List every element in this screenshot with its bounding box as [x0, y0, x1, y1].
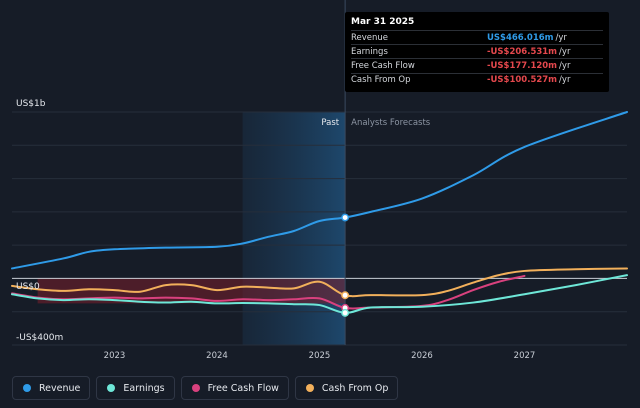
- tooltip-row-free-cash-flow: Free Cash Flow -US$177.120m /yr: [351, 58, 603, 72]
- legend-label: Earnings: [123, 382, 165, 394]
- tooltip-row-earnings: Earnings -US$206.531m /yr: [351, 44, 603, 58]
- legend: Revenue Earnings Free Cash Flow Cash Fro…: [12, 376, 399, 400]
- legend-label: Cash From Op: [321, 382, 389, 394]
- x-tick-label: 2027: [514, 351, 536, 361]
- tooltip: Mar 31 2025 Revenue US$466.016m /yr Earn…: [345, 12, 609, 92]
- past-highlight-region: [242, 112, 346, 345]
- y-axis-zero-label: US$0: [16, 282, 40, 292]
- revenue-dot-icon: [23, 384, 31, 392]
- legend-item-revenue[interactable]: Revenue: [12, 376, 91, 400]
- x-tick-label: 2023: [104, 351, 126, 361]
- tooltip-value: US$466.016m: [487, 32, 554, 43]
- x-tick-label: 2025: [309, 351, 331, 361]
- legend-label: Free Cash Flow: [207, 382, 279, 394]
- tooltip-value: -US$206.531m: [487, 46, 558, 57]
- marker-earnings: [341, 308, 350, 317]
- legend-item-earnings[interactable]: Earnings: [96, 376, 175, 400]
- legend-item-free-cash-flow[interactable]: Free Cash Flow: [180, 376, 289, 400]
- earnings-dot-icon: [107, 384, 116, 392]
- cash-from-op-dot-icon: [305, 384, 314, 392]
- tooltip-date: Mar 31 2025: [351, 17, 415, 27]
- y-axis-bottom-label: -US$400m: [16, 333, 63, 343]
- series-line-cash-from-op: [11, 267, 628, 298]
- free-cash-flow-dot-icon: [191, 384, 200, 392]
- tooltip-label: Free Cash Flow: [351, 60, 415, 71]
- past-label: Past: [321, 118, 339, 128]
- tooltip-unit: /yr: [559, 75, 571, 86]
- tooltip-label: Cash From Op: [351, 75, 411, 86]
- tooltip-unit: /yr: [559, 60, 571, 71]
- tooltip-value: -US$177.120m: [487, 60, 558, 71]
- tooltip-unit: /yr: [559, 46, 571, 57]
- x-tick-label: 2026: [411, 351, 433, 361]
- tooltip-label: Earnings: [351, 46, 388, 57]
- legend-item-cash-from-op[interactable]: Cash From Op: [294, 376, 399, 400]
- legend-label: Revenue: [39, 382, 81, 394]
- tooltip-value: -US$100.527m: [487, 75, 558, 86]
- marker-cash-from-op: [341, 291, 350, 300]
- series-line-revenue: [11, 111, 628, 270]
- tooltip-unit: /yr: [555, 32, 567, 43]
- chart: US$1b US$0 -US$400m Past Analysts Foreca…: [11, 0, 628, 361]
- forecast-label: Analysts Forecasts: [351, 118, 431, 128]
- marker-revenue: [341, 213, 350, 222]
- tooltip-label: Revenue: [351, 32, 389, 43]
- tooltip-row-revenue: Revenue US$466.016m /yr: [351, 30, 603, 44]
- tooltip-row-cash-from-op: Cash From Op -US$100.527m /yr: [351, 72, 603, 87]
- y-axis-top-label: US$1b: [16, 99, 46, 109]
- x-tick-label: 2024: [206, 351, 228, 361]
- series-line-earnings: [11, 274, 628, 314]
